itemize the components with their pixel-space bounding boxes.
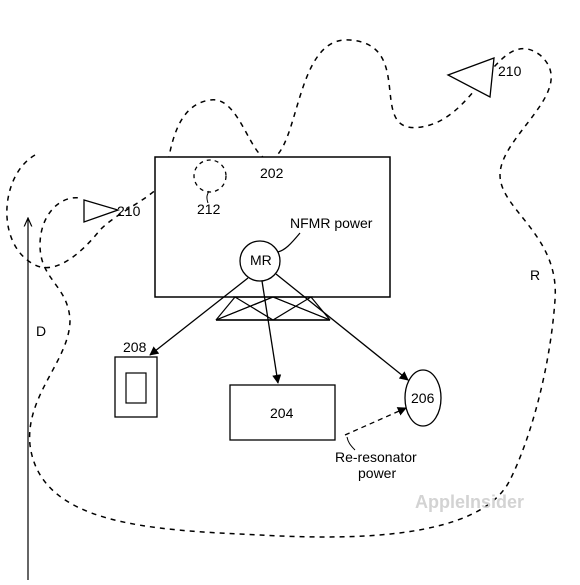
label-nfmr-power: NFMR power [290, 215, 373, 231]
label-212: 212 [197, 201, 221, 217]
element-210-left-triangle [84, 200, 118, 222]
device-208-screen [126, 373, 146, 403]
label-208: 208 [123, 339, 147, 355]
label-210-left: 210 [117, 203, 141, 219]
edge-reresonator [345, 408, 406, 435]
element-210-right-triangle [448, 58, 494, 97]
label-mr: MR [250, 252, 272, 268]
label-reresonator-1: Re-resonator [335, 449, 417, 465]
label-reresonator-2: power [358, 465, 396, 481]
label-206: 206 [411, 390, 435, 406]
patent-diagram: D R 202 212 MR NFMR power 210 210 208 20… [0, 0, 580, 585]
label-r: R [530, 267, 540, 283]
watermark-text: AppleInsider [415, 492, 524, 512]
label-210-right: 210 [498, 63, 522, 79]
label-202: 202 [260, 165, 284, 181]
label-204: 204 [270, 405, 294, 421]
monitor-stand [216, 297, 330, 320]
label-d: D [36, 323, 46, 339]
